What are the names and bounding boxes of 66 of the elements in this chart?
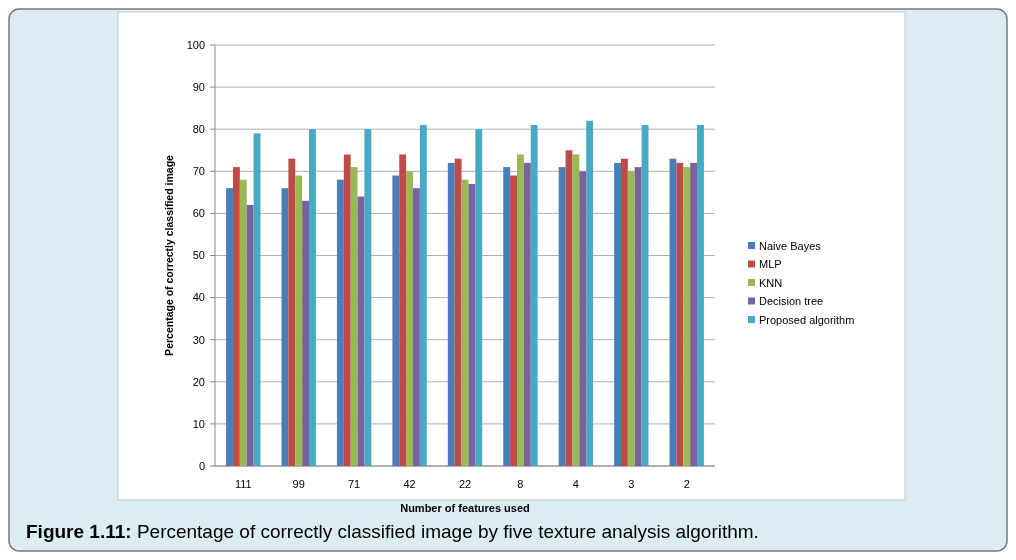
y-axis-title: Percentage of correctly classified image — [163, 154, 175, 356]
bar — [343, 154, 351, 466]
bar — [302, 200, 310, 466]
y-tick-label: 70 — [192, 165, 205, 178]
x-tick-label: 3 — [628, 478, 635, 490]
y-tick-label: 80 — [192, 123, 205, 136]
x-tick-label: 4 — [572, 478, 579, 490]
bar — [399, 154, 407, 466]
bar — [530, 124, 538, 466]
legend-label: KNN — [759, 276, 783, 289]
y-tick-label: 30 — [192, 333, 205, 346]
bar — [406, 171, 413, 466]
bar — [475, 129, 483, 466]
y-tick-label: 50 — [192, 249, 205, 262]
bar — [239, 179, 247, 466]
bar — [558, 167, 566, 466]
bar — [614, 162, 621, 466]
bar — [336, 179, 344, 466]
legend-label: Naive Bayes — [759, 239, 822, 252]
bar — [309, 129, 316, 466]
bar — [517, 154, 524, 466]
bar — [419, 124, 427, 466]
y-tick-label: 10 — [192, 417, 205, 430]
bar — [232, 167, 240, 466]
caption: Figure 1.11: Percentage of correctly classified image by five texture analysis algorithm. — [26, 521, 759, 542]
y-tick-label: 20 — [192, 375, 205, 388]
bar — [288, 158, 296, 466]
bar — [364, 129, 372, 466]
bar — [690, 162, 698, 466]
x-tick-label: 8 — [517, 478, 524, 490]
bar — [447, 162, 455, 466]
bar — [579, 171, 587, 466]
y-tick-label: 40 — [192, 291, 205, 304]
bar — [676, 162, 684, 466]
bar — [468, 183, 476, 466]
bar — [350, 167, 358, 466]
bar — [295, 175, 303, 466]
x-tick-label: 71 — [348, 478, 361, 490]
y-tick-label: 0 — [198, 459, 205, 472]
x-tick-label: 99 — [292, 478, 305, 490]
y-tick-label: 100 — [186, 38, 205, 51]
y-tick-label: 90 — [192, 80, 205, 93]
bar — [572, 154, 580, 466]
x-tick-label: 2 — [683, 478, 690, 490]
bar — [627, 171, 635, 466]
x-tick-label: 111 — [234, 478, 252, 490]
x-tick-label: 22 — [458, 478, 472, 490]
bar — [454, 158, 462, 466]
y-tick-label: 60 — [192, 207, 205, 220]
bar — [697, 124, 704, 466]
bar — [634, 167, 642, 466]
bar — [586, 120, 594, 466]
bar — [683, 167, 691, 466]
bar — [392, 175, 400, 466]
x-tick-label: 42 — [403, 478, 416, 490]
legend-label: Decision tree — [759, 295, 824, 308]
bar — [413, 188, 420, 466]
bar — [246, 204, 254, 466]
bar — [503, 167, 511, 466]
bar — [523, 162, 531, 466]
bar — [226, 188, 233, 466]
legend-label: Proposed algorithm — [759, 313, 855, 326]
legend-label: MLP — [759, 258, 782, 271]
bar — [510, 175, 517, 466]
bar — [620, 158, 628, 466]
x-axis-title: Number of features used — [400, 502, 530, 514]
